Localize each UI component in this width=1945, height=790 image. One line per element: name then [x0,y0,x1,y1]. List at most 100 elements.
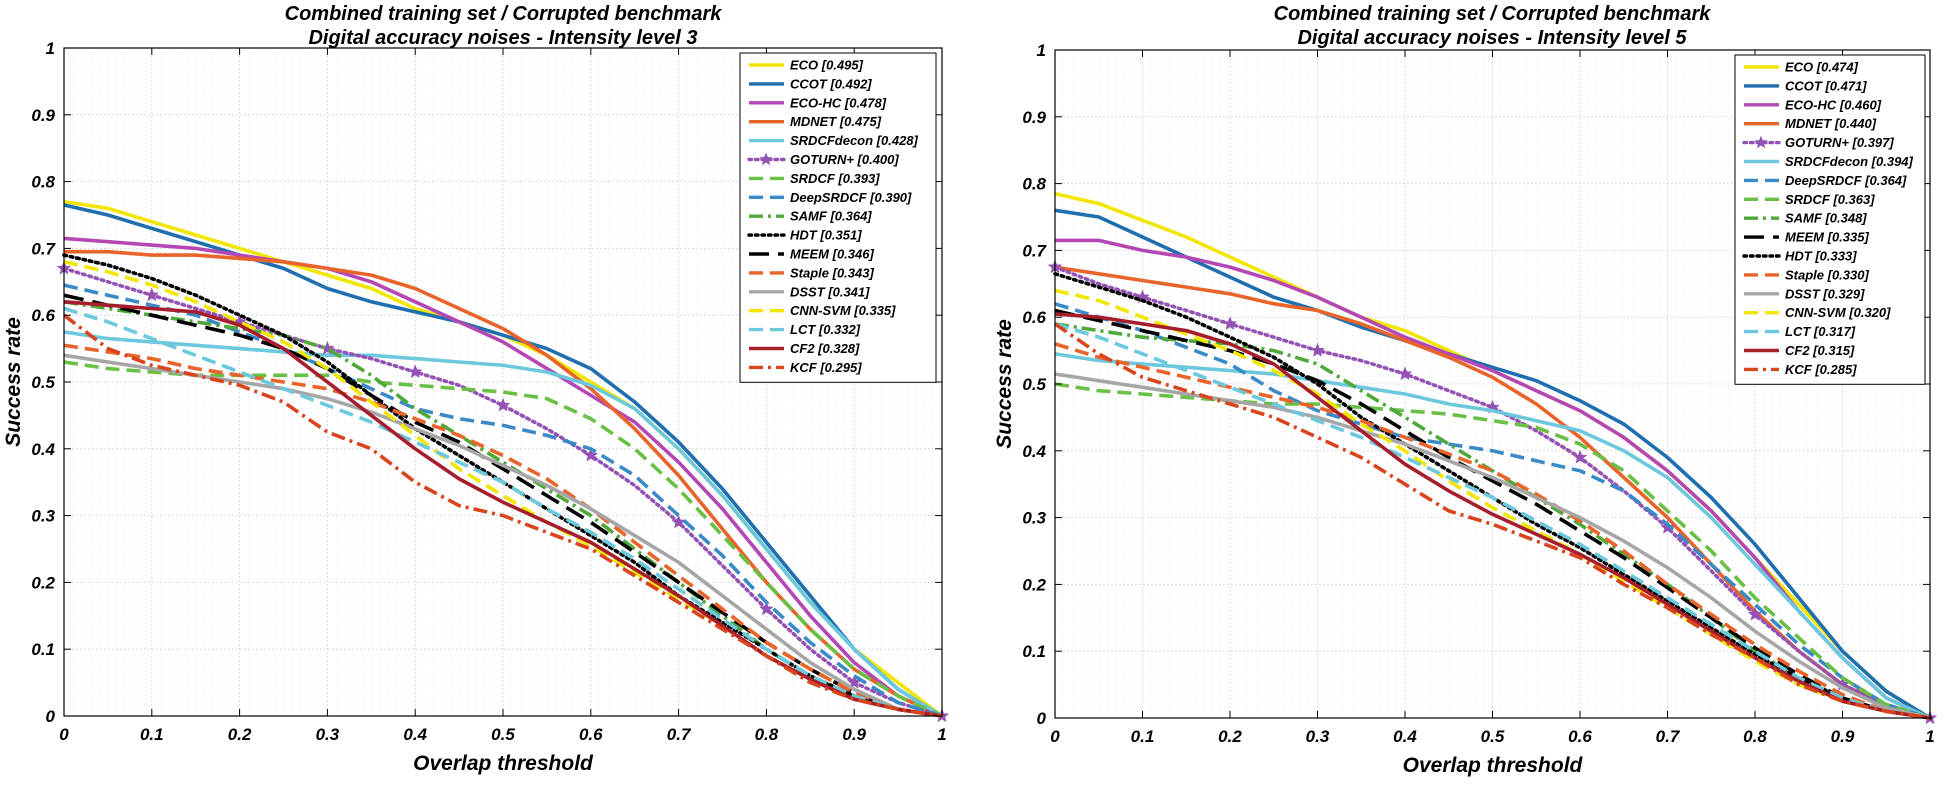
y-tick-label: 0.7 [31,239,56,258]
x-tick-label: 0.7 [667,725,692,744]
x-tick-label: 0.9 [1831,727,1855,746]
x-tick-label: 0.6 [579,725,603,744]
y-tick-label: 0.3 [31,507,55,526]
legend-entry-label: ECO [0.495] [790,58,864,73]
legend-entry-label: ECO [0.474] [1785,60,1859,75]
y-tick-label: 0.8 [1022,175,1046,194]
series-line [63,203,943,718]
y-tick-label: 1 [1037,41,1046,60]
legend-entry-label: ECO-HC [0.478] [790,95,887,110]
x-tick-label: 0.5 [1481,727,1505,746]
chart-panel-level-3: Combined training set / Corrupted benchm… [2,3,950,775]
series-marker-star [407,364,423,379]
legend-entry-label: SRDCFdecon [0.394] [1785,154,1914,169]
series-line [1054,312,1931,720]
legend-box [1734,54,1926,385]
series-marker-star [1397,366,1413,381]
x-tick-label: 0.8 [1743,727,1767,746]
legend-entry-label: DeepSRDCF [0.390] [790,190,912,205]
legend-entry-label: MEEM [0.335] [1785,230,1869,245]
legend-entry-label: CCOT [0.471] [1785,78,1867,93]
chart-panel-level-5: Combined training set / Corrupted benchm… [993,3,1938,777]
series-line [63,300,943,718]
y-tick-label: 0.4 [31,440,55,459]
series-line [1054,322,1931,720]
x-tick-label: 0.1 [140,725,164,744]
series-line [1054,322,1931,720]
series-line [1054,352,1931,720]
legend-entry-label: GOTURN+ [0.400] [790,152,899,167]
x-tick-label: 0.4 [1393,727,1417,746]
series-line [63,343,943,718]
legend-entry-label: CF2 [0.328] [790,341,860,356]
legend-entry-label: MDNET [0.475] [790,114,882,129]
y-axis-label: Success rate [2,317,25,447]
x-tick-label: 0.4 [403,725,427,744]
y-tick-label: 0.2 [31,573,55,592]
y-tick-label: 0.5 [1022,375,1046,394]
series-marker-star [1222,316,1238,331]
y-tick-label: 0.9 [1022,108,1046,127]
chart-subtitle: Digital accuracy noises - Intensity leve… [308,27,697,49]
series-line [1054,302,1931,720]
x-tick-label: 0.7 [1656,727,1681,746]
y-tick-label: 0.7 [1022,241,1047,260]
chart-title: Combined training set / Corrupted benchm… [1274,3,1712,25]
x-tick-label: 1 [1925,727,1934,746]
legend-box [739,52,937,383]
series-marker-star [1747,606,1763,621]
legend-entry-label: SRDCF [0.393] [790,171,880,186]
series-line [1054,382,1931,720]
y-tick-label: 0.9 [31,106,55,125]
series-marker-star [1660,519,1675,534]
x-tick-label: 0.9 [842,725,866,744]
series-marker-star [495,397,511,412]
series-line [63,293,943,718]
legend-entry-label: DSST [0.341] [790,284,870,299]
series-line [1054,308,1931,720]
legend-entry-label: Staple [0.330] [1785,267,1869,282]
chart-subtitle: Digital accuracy noises - Intensity leve… [1297,27,1687,49]
chart-title: Combined training set / Corrupted benchm… [285,3,723,25]
x-tick-label: 0.6 [1568,727,1592,746]
x-axis-label: Overlap threshold [1403,754,1584,777]
x-tick-label: 0.2 [228,725,252,744]
series-line [63,353,943,718]
y-tick-label: 0.2 [1022,575,1046,594]
x-tick-label: 0.1 [1131,727,1155,746]
legend-entry-label: HDT [0.333] [1785,249,1857,264]
legend-entry-label: SRDCFdecon [0.428] [790,133,919,148]
legend-entry-label: Staple [0.343] [790,265,874,280]
series-line [63,236,943,718]
y-tick-label: 0 [46,707,56,726]
series-line [63,306,943,718]
series-marker-star [1572,449,1588,464]
series-line [63,360,943,718]
y-tick-label: 0.1 [1022,642,1046,661]
legend-entry-label: KCF [0.285] [1785,362,1857,377]
series-marker-star [583,447,599,462]
series-line [63,300,943,718]
legend-entry-label: CCOT [0.492] [790,76,872,91]
x-tick-label: 1 [937,725,946,744]
legend-entry-label: LCT [0.317] [1785,324,1856,339]
legend-entry-label: CF2 [0.315] [1785,343,1855,358]
x-tick-label: 0 [1050,727,1060,746]
legend-marker-star [1754,135,1768,149]
x-tick-label: 0.3 [1306,727,1330,746]
series-marker-star [1310,342,1325,357]
legend-entry-label: GOTURN+ [0.397] [1785,135,1894,150]
series-marker-star [144,287,160,302]
legend-entry-label: MDNET [0.440] [1785,116,1877,131]
legend-entry-label: SAMF [0.348] [1785,211,1867,226]
x-tick-label: 0.5 [491,725,515,744]
legend-entry-label: MEEM [0.346] [790,247,874,262]
legend-entry-label: DSST [0.329] [1785,286,1865,301]
legend: ECO [0.474] CCOT [0.471] ECO-HC [0.460] MDN… [1734,54,1926,385]
x-tick-label: 0.2 [1218,727,1242,746]
y-tick-label: 0.5 [31,373,55,392]
y-tick-label: 0.6 [1022,308,1046,327]
x-axis-label: Overlap threshold [413,752,594,775]
